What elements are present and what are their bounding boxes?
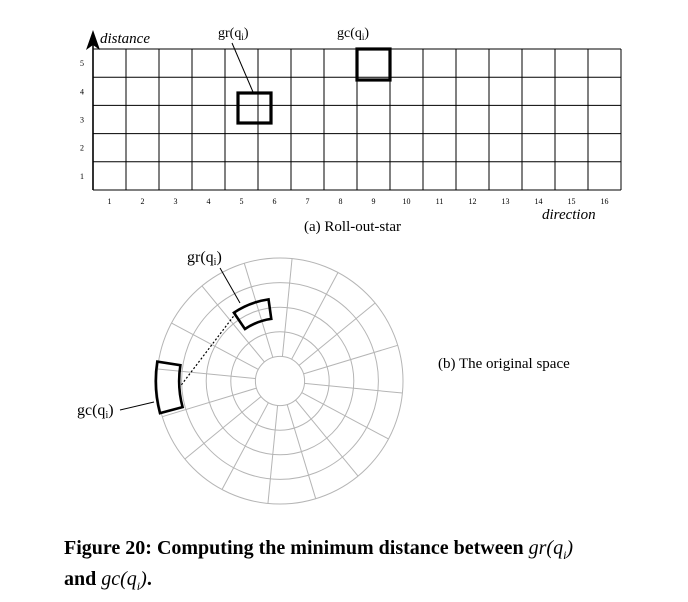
y-tick-label: 3 <box>80 116 84 125</box>
x-tick-label: 11 <box>436 197 444 206</box>
polar-spoke <box>171 322 259 370</box>
polar-ring <box>181 282 379 480</box>
x-tick-label: 2 <box>141 197 145 206</box>
x-tick-label: 14 <box>535 197 543 206</box>
polar-spoke <box>281 258 293 357</box>
x-tick-label: 10 <box>403 197 411 206</box>
x-tick-label: 12 <box>469 197 477 206</box>
polar-spoke <box>295 399 359 477</box>
gr-sector-box <box>232 297 273 331</box>
polar-spoke <box>201 285 265 363</box>
x-tick-label: 1 <box>108 197 112 206</box>
polar-rings <box>156 257 404 505</box>
polar-spoke <box>303 344 398 375</box>
x-tick-label: 16 <box>601 197 609 206</box>
gr-polar-label: gr(qi) <box>187 249 222 268</box>
polar-spoke <box>286 404 317 499</box>
polar-spoke <box>298 302 376 366</box>
gc-polar-leader <box>119 401 155 411</box>
x-tick-label: 7 <box>306 197 310 206</box>
polar-spoke <box>162 387 257 418</box>
y-tick-label: 1 <box>80 172 84 181</box>
polar-spoke <box>301 392 389 440</box>
caption-math-gr: gr(qi) <box>528 537 574 562</box>
polar-spoke <box>243 263 274 358</box>
figure-caption: Figure 20: Computing the minimum distanc… <box>64 536 664 598</box>
gr-cell-box <box>236 91 273 125</box>
caption-math-gc: gc(qi) <box>101 568 147 593</box>
polar-spoke <box>267 405 279 504</box>
polar-spoke <box>221 402 269 490</box>
gr-grid-leader <box>231 42 254 93</box>
polar-ring <box>230 331 330 431</box>
polar-caption: (b) The original space <box>438 356 570 372</box>
y-tick-label: 2 <box>80 144 84 153</box>
y-tick-label: 4 <box>80 87 84 96</box>
min-distance-dotted-line <box>178 312 237 389</box>
polar-spoke <box>304 382 403 394</box>
polar-ring <box>156 257 404 505</box>
x-tick-label: 8 <box>339 197 343 206</box>
grid-caption: (a) Roll-out-star <box>304 219 401 235</box>
caption-prefix: Figure 20: Computing the minimum distanc… <box>64 537 524 559</box>
polar-ring <box>254 355 306 407</box>
gr-polar-leader <box>219 267 241 304</box>
polar-diagram: gr(qi) gc(qi) (b) The original space <box>77 249 570 505</box>
x-tick-label: 4 <box>207 197 211 206</box>
y-tick-label: 5 <box>80 59 84 68</box>
gc-grid-label: gc(qi) <box>337 26 369 42</box>
polar-spoke <box>291 272 339 360</box>
polar-ring <box>205 306 355 456</box>
x-tick-label: 13 <box>502 197 510 206</box>
x-tick-label: 5 <box>240 197 244 206</box>
caption-end: . <box>146 568 152 590</box>
x-tick-labels: 1 2 3 4 5 6 7 8 9 10 11 12 13 14 15 16 <box>108 197 609 206</box>
y-axis-arrowhead <box>86 30 100 50</box>
polar-spokes <box>157 258 403 504</box>
gc-cell-box <box>355 47 392 82</box>
x-tick-label: 15 <box>568 197 576 206</box>
x-axis-label: direction <box>542 207 596 223</box>
x-tick-label: 6 <box>273 197 277 206</box>
y-tick-labels: 1 2 3 4 5 <box>80 59 84 181</box>
caption-middle: and <box>64 568 97 590</box>
polar-spoke <box>184 396 262 460</box>
gr-grid-label: gr(qi) <box>218 26 249 42</box>
y-axis-label: distance <box>100 31 150 47</box>
gc-sector-box <box>154 360 185 415</box>
x-tick-label: 3 <box>174 197 178 206</box>
gc-polar-label: gc(qi) <box>77 402 114 421</box>
x-tick-label: 9 <box>372 197 376 206</box>
polar-spoke <box>157 368 256 380</box>
